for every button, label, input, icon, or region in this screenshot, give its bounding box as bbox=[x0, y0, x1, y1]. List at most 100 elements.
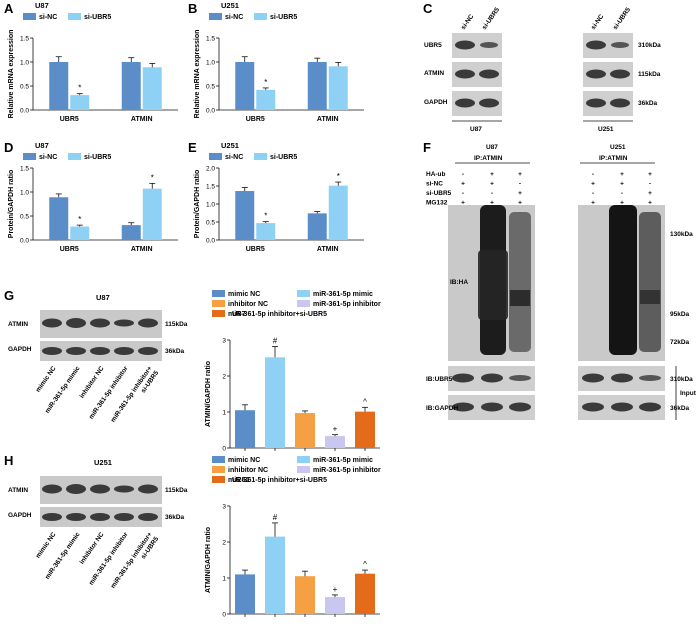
blot-h-size: 36kDa bbox=[165, 514, 185, 521]
bar bbox=[121, 62, 141, 110]
legend-swatch bbox=[212, 290, 225, 297]
chart-g: 0 1 2 3 ATMIN/GAPDH ratio U87 mimic NC miR-361-… bbox=[205, 290, 381, 452]
bar bbox=[307, 62, 327, 110]
y-tick-label: 1.5 bbox=[206, 35, 215, 42]
bar bbox=[235, 574, 255, 614]
bar bbox=[235, 410, 255, 448]
legend-swatch bbox=[297, 466, 310, 473]
significance-mark: # bbox=[273, 513, 278, 522]
legend-label: miR-361-5p inhibitor bbox=[313, 467, 381, 474]
significance-mark: * bbox=[264, 212, 267, 221]
y-tick-label: 2 bbox=[222, 539, 226, 546]
blot-band bbox=[479, 69, 499, 79]
legend-label: si-UBR5 bbox=[270, 14, 297, 21]
x-tick-label: UBR5 bbox=[60, 246, 79, 253]
y-tick-label: 1.0 bbox=[20, 59, 29, 66]
condition-value: + bbox=[490, 171, 494, 178]
blot-band bbox=[42, 513, 62, 521]
legend-label: si-UBR5 bbox=[84, 154, 111, 161]
blot-bands bbox=[42, 484, 158, 521]
x-tick-label: ATMIN bbox=[317, 246, 339, 253]
bar bbox=[328, 185, 348, 240]
bar bbox=[70, 226, 90, 240]
bar bbox=[256, 89, 276, 110]
significance-mark: * bbox=[78, 215, 81, 224]
blot-band bbox=[455, 69, 475, 79]
lane-label: inhibitor NC bbox=[79, 365, 106, 400]
blot-f-size: 36kDa bbox=[670, 405, 690, 412]
blot-band bbox=[90, 347, 110, 355]
legend-label: inhibitor NC bbox=[228, 301, 268, 308]
blot-f-marker: 72kDa bbox=[670, 339, 690, 346]
y-axis-label: ATMIN/GAPDH ratio bbox=[205, 361, 212, 427]
blot-band bbox=[611, 402, 633, 412]
bar bbox=[265, 357, 285, 448]
legend-swatch bbox=[68, 153, 81, 160]
condition-value: - bbox=[462, 190, 464, 197]
blot-c-lane-label: si-NC bbox=[590, 13, 606, 31]
y-tick-label: 0.5 bbox=[20, 83, 29, 90]
blot-f-cell-label: U87 bbox=[486, 144, 498, 151]
bar bbox=[70, 95, 90, 110]
y-tick-label: 0.5 bbox=[206, 83, 215, 90]
chart-e: 0.0 0.5 1.0 1.5 2.0 Protein/GAPDH ratio U251 si… bbox=[194, 141, 364, 253]
condition-value: + bbox=[591, 200, 595, 207]
y-tick-label: 1 bbox=[222, 575, 226, 582]
blot-band bbox=[509, 375, 531, 381]
ub-smear bbox=[510, 290, 530, 306]
legend-swatch bbox=[212, 300, 225, 307]
blot-f-ib-label: IB:HA bbox=[450, 279, 468, 286]
panel-letter-h: H bbox=[4, 453, 13, 468]
y-tick-label: 2 bbox=[222, 373, 226, 380]
blot-c-cell-label: U87 bbox=[470, 126, 482, 133]
condition-value: + bbox=[648, 190, 652, 197]
x-tick-label: UBR5 bbox=[60, 116, 79, 123]
blot-band bbox=[480, 42, 498, 48]
legend-label: miR-361-5p inhibitor bbox=[313, 301, 381, 308]
blot-f-ip-label: IP:ATMIN bbox=[599, 155, 628, 162]
condition-value: - bbox=[519, 181, 521, 188]
legend-label: si-NC bbox=[225, 154, 243, 161]
chart-title: U87 bbox=[35, 141, 49, 150]
panel-f-blots: U87 U251 IP:ATMIN IP:ATMIN HA-ub - - + + + + si… bbox=[426, 144, 697, 420]
condition-value: + bbox=[518, 190, 522, 197]
y-axis-label: Protein/GAPDH ratio bbox=[8, 170, 15, 238]
legend-swatch bbox=[212, 456, 225, 463]
y-axis-label: Relative mRNA expression bbox=[8, 30, 15, 119]
condition-label: si-UBR5 bbox=[426, 190, 452, 197]
significance-mark: + bbox=[333, 425, 338, 434]
blot-band bbox=[90, 318, 110, 328]
condition-value: + bbox=[518, 200, 522, 207]
blot-f-ib-label: IB:GAPDH bbox=[426, 405, 458, 412]
panel-letter-f: F bbox=[423, 140, 431, 155]
lane-label-line: miR-361-5p inhibitor+ bbox=[110, 531, 154, 590]
blot-band bbox=[138, 484, 158, 494]
condition-value: + bbox=[490, 200, 494, 207]
blot-band bbox=[639, 402, 661, 412]
x-tick-label: ATMIN bbox=[317, 116, 339, 123]
condition-value: + bbox=[591, 181, 595, 188]
condition-table: HA-ub - - + + + + si-NC + + + + - - si-UBR5 - - - - + + MG132… bbox=[426, 171, 652, 207]
blot-band bbox=[42, 484, 62, 494]
chart-title: U251 bbox=[221, 141, 239, 150]
blot-f-marker: 95kDa bbox=[670, 311, 690, 318]
panel-letter-d: D bbox=[4, 140, 13, 155]
x-tick-label: ATMIN bbox=[131, 246, 153, 253]
ub-smear bbox=[639, 212, 661, 352]
legend-swatch bbox=[254, 13, 267, 20]
blot-band bbox=[610, 98, 630, 108]
significance-mark: + bbox=[333, 585, 338, 594]
y-tick-label: 0.0 bbox=[206, 237, 215, 244]
condition-value: + bbox=[620, 181, 624, 188]
condition-value: - bbox=[621, 190, 623, 197]
legend-label: si-NC bbox=[39, 14, 57, 21]
condition-value: - bbox=[649, 181, 651, 188]
condition-value: + bbox=[461, 181, 465, 188]
bar bbox=[235, 191, 255, 240]
panel-c-blots: si-NC si-UBR5 si-NC si-UBR5 UBR5 ATMIN G… bbox=[424, 6, 661, 133]
significance-mark: * bbox=[78, 84, 81, 93]
lane-label-line: miR-361-5p inhibitor+ bbox=[110, 365, 154, 424]
condition-label: MG132 bbox=[426, 200, 448, 207]
